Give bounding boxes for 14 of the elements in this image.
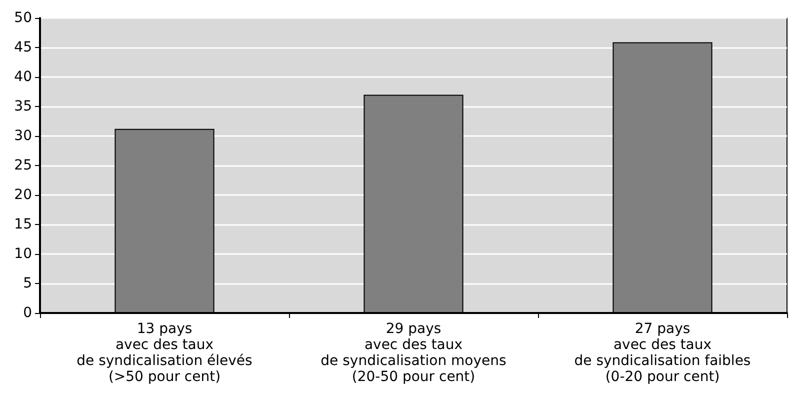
y-tick-label: 40 (14, 69, 32, 85)
y-tick-label: 10 (14, 246, 32, 262)
y-tick-label: 30 (14, 128, 32, 144)
y-tick-label: 45 (14, 40, 32, 56)
y-tick-label: 15 (14, 216, 32, 232)
y-tick-label: 5 (23, 276, 32, 292)
y-tick-label: 35 (14, 98, 32, 114)
y-tick-label: 20 (14, 187, 32, 203)
x-tick-label: 27 pays avec des taux de syndicalisation faibles (0-20 pour cent) (574, 321, 751, 385)
y-tick-label: 0 (23, 305, 32, 321)
x-tick-label: 13 pays avec des taux de syndicalisation élevés (>50 pour cent) (76, 321, 252, 385)
y-tick-label: 25 (14, 158, 32, 174)
x-tick-label: 29 pays avec des taux de syndicalisation moyens (20-50 pour cent) (320, 321, 506, 385)
y-tick-label: 50 (14, 10, 32, 26)
